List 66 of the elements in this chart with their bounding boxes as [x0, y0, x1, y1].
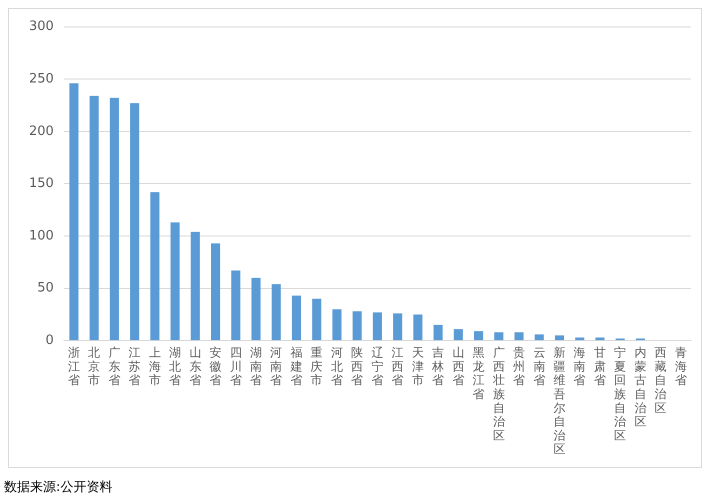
bar: [190, 232, 200, 340]
y-tick-label: 300: [28, 19, 54, 34]
y-tick-label: 0: [46, 332, 54, 348]
bar: [251, 278, 261, 340]
x-tick-label: 河北省: [330, 346, 343, 388]
bar: [69, 83, 78, 340]
x-tick-label: 辽宁省: [371, 346, 384, 388]
bar: [575, 337, 584, 340]
x-tick-label: 湖北省: [169, 346, 182, 388]
bar: [312, 298, 322, 340]
x-tick-label: 广东省: [108, 346, 120, 388]
x-tick-label: 重庆市: [310, 346, 323, 388]
x-tick-label: 江西省: [392, 346, 404, 388]
x-tick-label: 陕西省: [351, 346, 364, 388]
bar: [90, 96, 99, 340]
bar: [393, 313, 402, 340]
bar: [231, 270, 240, 340]
bar: [211, 243, 220, 340]
x-tick-label: 黑龙江省: [472, 346, 485, 402]
x-tick-label: 北京市: [88, 346, 100, 388]
bar: [494, 332, 504, 340]
x-tick-label: 吉林省: [431, 346, 444, 388]
x-tick-label: 福建省: [289, 346, 302, 388]
y-tick-label: 50: [37, 280, 54, 296]
bar: [554, 335, 564, 340]
bar: [150, 192, 160, 340]
bar: [170, 222, 180, 340]
x-tick-label: 四川省: [230, 346, 242, 388]
x-tick-label: 山西省: [452, 346, 464, 388]
bar: [372, 312, 382, 340]
x-tick-label: 宁夏回族自治区: [614, 346, 626, 442]
bar: [292, 296, 302, 340]
bar: [332, 309, 342, 340]
x-tick-label: 甘肃省: [594, 346, 606, 388]
x-tick-label: 天津市: [412, 346, 424, 388]
x-tick-label: 西藏自治区: [654, 346, 667, 415]
x-tick-label: 山东省: [189, 346, 202, 388]
bar: [514, 332, 524, 340]
x-tick-label: 上海市: [148, 346, 161, 388]
y-tick-label: 100: [28, 228, 54, 244]
x-tick-label: 江苏省: [128, 346, 141, 388]
bar: [110, 98, 119, 340]
y-tick-label: 200: [28, 124, 54, 139]
x-tick-label: 广西壮族自治区: [492, 346, 505, 442]
x-tick-label: 浙江省: [68, 346, 80, 388]
x-tick-label: 新疆维吾尔自治区: [553, 346, 566, 456]
bar: [130, 103, 140, 340]
bar: [595, 337, 605, 340]
bar: [352, 311, 362, 340]
bar: [454, 329, 463, 340]
bar: [474, 331, 484, 340]
x-tick-label: 贵州省: [513, 346, 526, 388]
x-tick-label: 青海省: [674, 346, 687, 388]
bar: [413, 314, 422, 340]
x-tick-label: 内蒙古自治区: [634, 346, 646, 429]
x-tick-label: 河南省: [270, 346, 282, 388]
x-tick-label: 安徽省: [210, 346, 222, 388]
y-tick-label: 150: [28, 176, 54, 192]
x-tick-label: 海南省: [574, 346, 586, 388]
bar: [434, 324, 443, 340]
bar: [272, 284, 281, 340]
x-tick-label: 云南省: [533, 346, 546, 388]
x-tick-label: 湖南省: [250, 346, 262, 388]
y-tick-label: 250: [28, 71, 54, 86]
bar: [534, 334, 544, 340]
source-note: 数据来源:公开资料: [4, 479, 112, 496]
